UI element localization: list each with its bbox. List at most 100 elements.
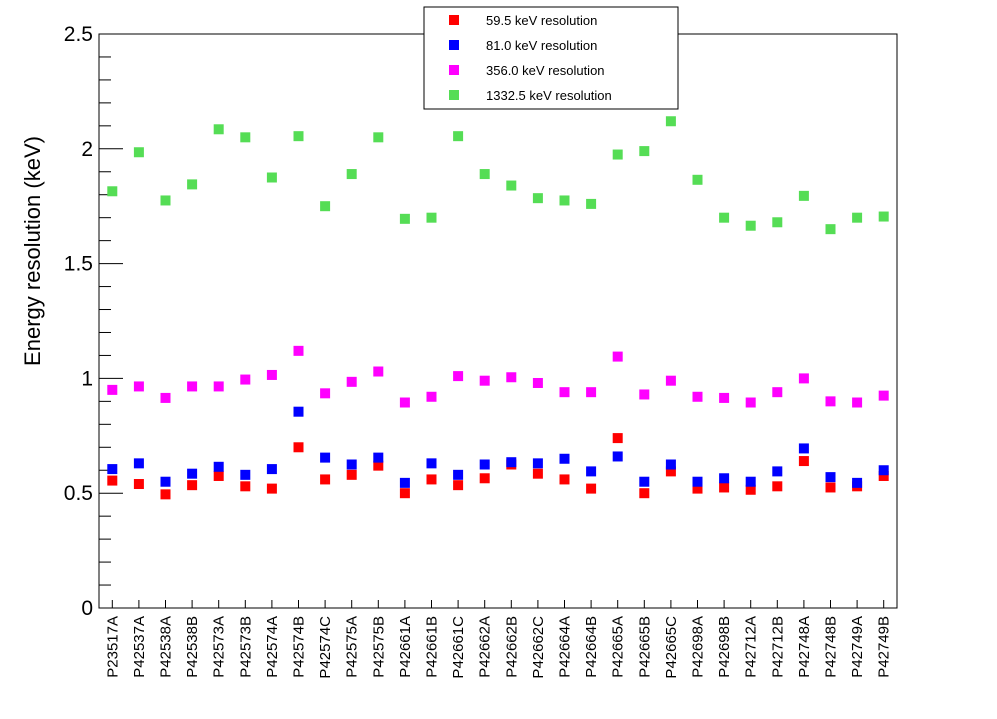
data-point-series-4 <box>772 217 783 228</box>
data-point-series-3 <box>107 384 118 395</box>
data-point-series-2 <box>399 477 410 488</box>
data-point-series-3 <box>133 381 144 392</box>
data-point-series-3 <box>639 389 650 400</box>
legend-label-3: 356.0 keV resolution <box>486 63 605 78</box>
data-point-series-4 <box>665 116 676 127</box>
data-point-series-2 <box>107 464 118 475</box>
legend-marker-1 <box>449 15 459 25</box>
data-point-series-4 <box>559 195 570 206</box>
data-point-series-4 <box>586 198 597 209</box>
data-point-series-1 <box>559 474 570 485</box>
data-point-series-3 <box>213 381 224 392</box>
data-point-series-1 <box>133 479 144 490</box>
data-point-series-1 <box>107 475 118 486</box>
x-tick-label: P42665C <box>663 616 680 679</box>
data-point-series-1 <box>878 470 889 481</box>
data-point-series-3 <box>479 375 490 386</box>
data-point-series-2 <box>133 458 144 469</box>
y-tick-label: 1 <box>81 367 93 390</box>
data-point-series-1 <box>426 474 437 485</box>
x-tick-label: P42662C <box>530 616 547 679</box>
legend-box <box>423 6 679 110</box>
data-points <box>107 116 889 500</box>
data-point-series-2 <box>719 473 730 484</box>
data-point-series-4 <box>453 131 464 142</box>
x-tick-label: P42665B <box>636 616 653 678</box>
y-tick-label: 2 <box>81 138 93 161</box>
data-point-series-2 <box>240 469 251 480</box>
data-point-series-3 <box>825 396 836 407</box>
data-point-series-2 <box>453 469 464 480</box>
data-point-series-3 <box>586 387 597 398</box>
x-tick-label: P42537A <box>131 616 148 678</box>
x-tick-label: P42712A <box>743 616 760 678</box>
data-point-series-4 <box>213 124 224 135</box>
data-point-series-4 <box>532 193 543 204</box>
data-point-series-1 <box>293 442 304 453</box>
data-point-series-2 <box>665 459 676 470</box>
data-point-series-4 <box>107 186 118 197</box>
data-point-series-1 <box>320 474 331 485</box>
data-point-series-2 <box>692 476 703 487</box>
data-point-series-1 <box>266 483 277 494</box>
data-point-series-2 <box>320 452 331 463</box>
data-point-series-2 <box>825 472 836 483</box>
data-point-series-1 <box>160 489 171 500</box>
data-point-series-1 <box>798 456 809 467</box>
data-point-series-2 <box>772 466 783 477</box>
x-tick-label: P42748B <box>823 616 840 678</box>
x-tick-label: P42698B <box>716 616 733 678</box>
data-point-series-4 <box>133 147 144 158</box>
data-point-series-3 <box>665 375 676 386</box>
y-axis: 0 0.5 1 1.5 2 2.5 <box>64 23 123 620</box>
data-point-series-3 <box>506 372 517 383</box>
data-point-series-3 <box>346 376 357 387</box>
x-tick-label: P42661A <box>397 616 414 678</box>
data-point-series-3 <box>559 387 570 398</box>
x-tick-label: P42661C <box>450 616 467 679</box>
data-point-series-1 <box>187 480 198 491</box>
data-point-series-4 <box>346 169 357 180</box>
data-point-series-4 <box>798 190 809 201</box>
data-point-series-4 <box>506 180 517 191</box>
x-tick-label: P42573A <box>211 616 228 678</box>
data-point-series-4 <box>825 224 836 235</box>
data-point-series-1 <box>745 484 756 495</box>
x-tick-label: P42749B <box>876 616 893 678</box>
data-point-series-2 <box>266 464 277 475</box>
data-point-series-3 <box>293 345 304 356</box>
data-point-series-4 <box>373 132 384 143</box>
x-tick-label: P42575A <box>344 616 361 678</box>
x-tick-label: P42662B <box>503 616 520 678</box>
data-point-series-2 <box>612 451 623 462</box>
y-tick-label: 0 <box>81 597 93 620</box>
data-point-series-3 <box>399 397 410 408</box>
data-point-series-1 <box>453 480 464 491</box>
legend: 59.5 keV resolution 81.0 keV resolution 35… <box>423 6 679 110</box>
data-point-series-4 <box>266 172 277 183</box>
legend-marker-4 <box>449 90 459 100</box>
data-point-series-2 <box>798 443 809 454</box>
data-point-series-4 <box>479 169 490 180</box>
data-point-series-4 <box>612 149 623 160</box>
x-tick-label: P42575B <box>370 616 387 678</box>
data-point-series-2 <box>878 465 889 476</box>
data-point-series-4 <box>719 212 730 223</box>
data-point-series-4 <box>293 131 304 142</box>
x-tick-label: P42698A <box>690 616 707 678</box>
data-point-series-2 <box>426 458 437 469</box>
data-point-series-1 <box>612 433 623 444</box>
data-point-series-1 <box>586 483 597 494</box>
data-point-series-3 <box>692 391 703 402</box>
data-point-series-2 <box>213 461 224 472</box>
y-tick-label: 1.5 <box>64 253 93 276</box>
x-tick-label: P42664B <box>583 616 600 678</box>
x-tick-label: P42574C <box>317 616 334 679</box>
data-point-series-1 <box>639 488 650 499</box>
x-tick-label: P42538A <box>158 616 175 678</box>
data-point-series-1 <box>373 460 384 471</box>
data-point-series-1 <box>825 482 836 493</box>
data-point-series-2 <box>745 476 756 487</box>
